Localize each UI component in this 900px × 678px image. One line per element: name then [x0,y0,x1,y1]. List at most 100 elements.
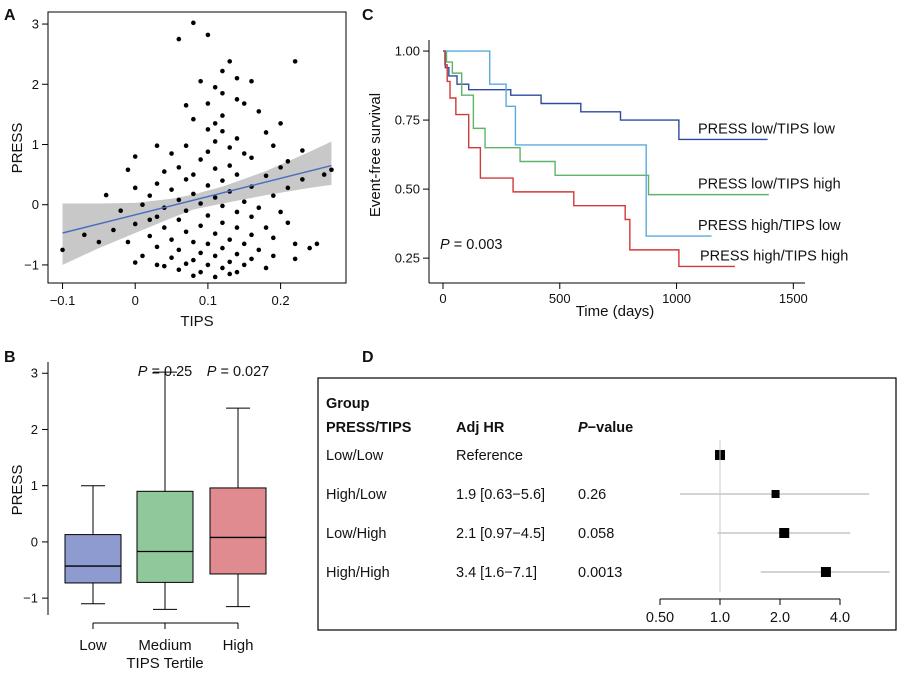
scatter-point [154,214,160,220]
scatter-point [191,239,196,245]
forest-row-p: 0.26 [578,487,606,503]
boxplot-p-values: P = 0.25 P = 0.027 [138,364,269,380]
scatter-point [329,167,334,173]
scatter-x-title: TIPS [180,313,213,330]
forest-col-group: PRESS/TIPS [326,420,412,436]
scatter-point [176,247,182,253]
p-value-label: P = 0.027 [207,364,269,380]
km-p-value: P = 0.003 [440,237,502,253]
fit-line [62,164,332,234]
scatter-point [198,201,203,206]
y-tick-label: 3 [31,366,38,381]
boxplot-x-title: TIPS Tertile [126,655,203,672]
scatter-point [154,262,160,268]
scatter-point [205,127,211,132]
km-x-title: Time (days) [576,303,655,320]
scatter-point [234,97,240,102]
scatter-point [314,241,320,247]
km-x-ticks: 0 500 1000 1500 [439,283,808,306]
scatter-point [132,185,138,191]
scatter-point [183,208,189,214]
x-tick-label: 0 [132,293,139,308]
km-series-label: PRESS low/TIPS high [698,177,841,193]
forest-row-group: Low/High [326,526,386,542]
scatter-point [285,220,291,226]
scatter-point [220,91,225,96]
forest-row-group: High/Low [326,487,387,503]
scatter-point [198,78,203,84]
scatter-point [96,239,102,245]
scatter-point [161,263,167,269]
scatter-point [183,177,189,182]
scatter-point [191,116,196,122]
scatter-point [271,235,276,241]
scatter-point [271,253,276,259]
km-series-label: PRESS high/TIPS high [700,248,848,264]
scatter-point [176,267,182,273]
scatter-point [132,260,138,265]
x-tick-label: High [223,637,254,654]
forest-tick-label: 4.0 [830,610,850,626]
scatter-point [234,136,240,141]
scatter-y-title: PRESS [9,123,26,174]
boxplot-panel: Low Medium High −1 0 1 2 3 P = 0.25 P = 0.027 T… [9,362,269,672]
scatter-x-ticks: −0.1 0 0.1 0.2 [50,283,290,308]
scatter-point [140,202,145,208]
km-curve-2 [443,50,712,237]
scatter-point [212,139,218,144]
scatter-point [263,225,269,230]
km-panel: 0 500 1000 1500 0.25 0.50 0.75 1.00 PRESS low/… [367,40,848,320]
scatter-point [220,113,225,118]
forest-col-hr: Adj HR [456,420,505,436]
km-y-title: Event-free survival [367,93,384,217]
scatter-point [147,217,153,223]
km-series-label: PRESS high/TIPS low [698,218,841,234]
box-high [209,407,267,608]
scatter-point [205,241,211,247]
scatter-point [234,209,240,215]
forest-tick-label: 2.0 [770,610,790,626]
forest-point [779,528,790,538]
scatter-point [198,250,203,256]
forest-tick-label: 0.50 [646,610,674,626]
forest-point [771,490,780,498]
x-tick-label: −0.1 [50,293,76,308]
scatter-point [300,148,305,153]
scatter-point [82,232,87,238]
scatter-point [183,103,189,108]
scatter-point [220,245,225,251]
scatter-point [227,271,233,277]
scatter-point [241,241,247,247]
km-curve-1 [443,50,769,196]
scatter-point [271,193,276,198]
scatter-point [161,169,167,174]
km-series-labels: PRESS low/TIPS low PRESS low/TIPS high PRE… [698,121,848,264]
km-series-label: PRESS low/TIPS low [698,121,836,137]
scatter-frame [47,11,347,284]
scatter-point [263,130,269,135]
scatter-point [169,255,174,261]
scatter-point [256,205,262,211]
scatter-point [205,149,211,155]
fit-line-group [62,164,332,234]
scatter-point [60,247,65,253]
scatter-point [249,155,254,161]
scatter-point [234,225,240,230]
scatter-points [60,20,334,280]
scatter-point [249,78,254,84]
panel-letter-c: C [362,7,374,24]
panel-letter-d: D [362,349,374,366]
scatter-point [183,143,189,148]
confidence-band [62,141,332,265]
scatter-point [154,181,160,186]
scatter-point [169,187,174,192]
forest-panel: Group PRESS/TIPS Adj HR P−value Low/Low R… [317,377,897,631]
scatter-point [278,209,283,215]
scatter-point [234,251,240,257]
scatter-point [249,256,254,262]
forest-col-p: P−value [578,420,633,436]
scatter-point [220,128,225,134]
scatter-point [292,241,298,247]
scatter-point [271,143,276,148]
km-curve-3 [443,50,735,268]
